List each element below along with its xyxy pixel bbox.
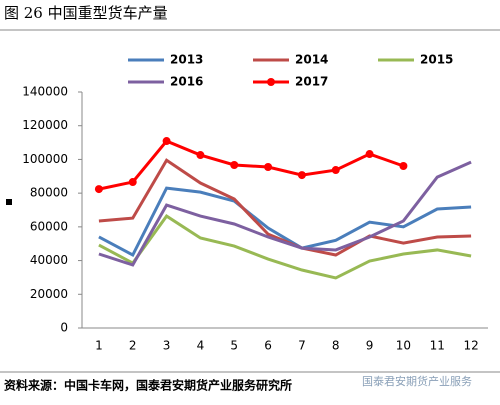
x-tick-label: 9	[366, 339, 374, 353]
point	[128, 178, 137, 187]
point	[94, 185, 103, 194]
legend-label: 2016	[170, 75, 203, 89]
y-tick-label: 140000	[22, 85, 68, 99]
x-tick-label: 10	[396, 339, 411, 353]
y-tick-label: 0	[60, 321, 68, 335]
watermark: 国泰君安期货产业服务	[362, 374, 472, 388]
x-tick-label: 11	[430, 339, 445, 353]
x-tick-label: 12	[463, 339, 478, 353]
legend-label: 2017	[295, 75, 328, 89]
point	[331, 166, 340, 175]
y-tick-label: 60000	[30, 219, 68, 233]
chart-title: 图 26 中国重型货车产量	[4, 4, 168, 22]
y-tick-label: 40000	[30, 253, 68, 267]
series-line	[98, 186, 472, 258]
series-line	[98, 139, 404, 191]
x-tick-label: 1	[95, 339, 103, 353]
x-tick-label: 7	[298, 339, 306, 353]
point	[399, 162, 408, 171]
x-tick-label: 3	[163, 339, 171, 353]
point	[196, 151, 205, 160]
y-tick-label: 80000	[30, 186, 68, 200]
point	[297, 171, 306, 180]
legend-label: 2015	[420, 53, 453, 67]
legend-label: 2014	[295, 53, 328, 67]
x-tick-label: 6	[264, 339, 272, 353]
legend-marker	[267, 78, 275, 86]
source: 资料来源：中国卡车网，国泰君安期货产业服务研究所	[4, 378, 292, 393]
y-tick-label: 100000	[22, 152, 68, 166]
x-tick-label: 4	[197, 339, 205, 353]
point	[230, 160, 239, 169]
point	[264, 163, 273, 172]
point	[365, 150, 374, 159]
x-tick-label: 8	[332, 339, 340, 353]
x-tick-label: 2	[129, 339, 137, 353]
bullet	[6, 199, 12, 205]
y-tick-label: 120000	[22, 118, 68, 132]
y-tick-label: 20000	[30, 287, 68, 301]
series-line	[98, 214, 472, 280]
series-line	[98, 160, 472, 267]
x-tick-label: 5	[230, 339, 238, 353]
point	[162, 137, 171, 146]
legend-label: 2013	[170, 53, 203, 67]
